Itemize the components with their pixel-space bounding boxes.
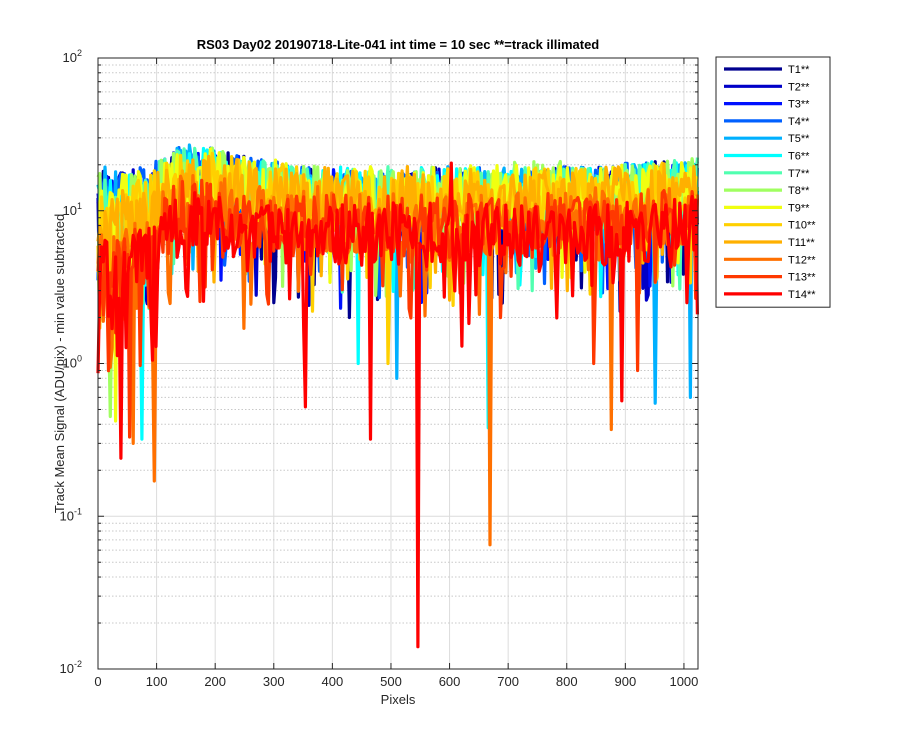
x-tick-label: 500: [380, 674, 402, 689]
legend-item: T4**: [724, 116, 810, 128]
legend-label: T13**: [788, 272, 816, 284]
legend-item: T3**: [724, 99, 810, 111]
legend-label: T12**: [788, 254, 816, 266]
legend-label: T8**: [788, 185, 810, 197]
axis-ticks: 0 100 200 300 400 500 600 700 800 900 1000 10-2 10-1…: [60, 48, 699, 689]
series-layer: [96, 143, 699, 649]
legend: T1** T2** T3** T4** T5** T6** T7** T8** T9** T10*…: [715, 56, 831, 308]
legend-box: [715, 56, 831, 308]
x-tick-label: 300: [263, 674, 285, 689]
x-tick-label: 700: [497, 674, 519, 689]
legend-item: T11**: [724, 237, 815, 249]
legend-item: T12**: [724, 254, 816, 266]
legend-label: T1**: [788, 64, 810, 76]
series-line-t14: [96, 161, 699, 649]
legend-item: T13**: [724, 272, 816, 284]
legend-label: T3**: [788, 99, 810, 111]
chart-title: RS03 Day02 20190718-Lite-041 int time = …: [197, 37, 600, 52]
legend-label: T5**: [788, 133, 810, 145]
x-tick-label: 100: [146, 674, 168, 689]
legend-label: T10**: [788, 220, 816, 232]
legend-label: T6**: [788, 151, 810, 163]
x-tick-label: 900: [614, 674, 636, 689]
legend-item: T7**: [724, 168, 810, 180]
y-tick-label: 10-2: [60, 659, 82, 676]
legend-label: T4**: [788, 116, 810, 128]
x-axis-label: Pixels: [381, 692, 416, 707]
legend-label: T2**: [788, 81, 810, 93]
legend-item: T9**: [724, 202, 810, 214]
y-tick-label: 101: [63, 201, 82, 218]
y-tick-label: 10-1: [60, 506, 82, 523]
x-tick-label: 1000: [669, 674, 698, 689]
x-tick-label: 200: [204, 674, 226, 689]
x-tick-label: 800: [556, 674, 578, 689]
y-tick-label: 100: [63, 354, 82, 371]
x-tick-label: 600: [439, 674, 461, 689]
y-axis-label: Track Mean Signal (ADU/pix) - min value …: [52, 214, 67, 513]
legend-label: T7**: [788, 168, 810, 180]
x-tick-label: 400: [322, 674, 344, 689]
legend-label: T11**: [788, 237, 815, 249]
legend-item: T10**: [724, 220, 816, 232]
x-tick-label: 0: [94, 674, 101, 689]
legend-item: T2**: [724, 81, 810, 93]
legend-item: T8**: [724, 185, 810, 197]
legend-item: T14**: [724, 289, 816, 301]
legend-item: T1**: [724, 64, 810, 76]
legend-item: T5**: [724, 133, 810, 145]
legend-label: T14**: [788, 289, 816, 301]
legend-label: T9**: [788, 202, 810, 214]
legend-item: T6**: [724, 151, 810, 163]
y-tick-label: 102: [63, 48, 82, 65]
